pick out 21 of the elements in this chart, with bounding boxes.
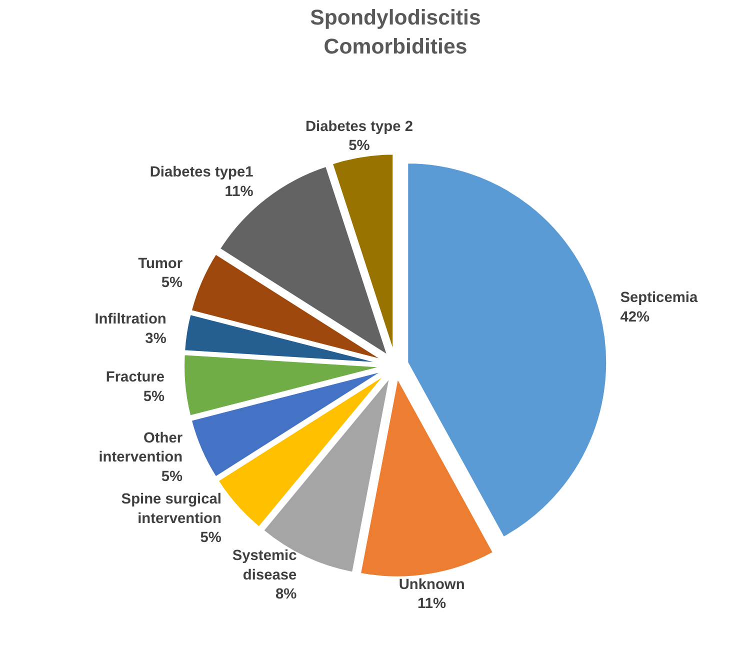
data-label: 5% xyxy=(161,274,183,291)
slice-label: Diabetes type 2 xyxy=(305,118,413,135)
data-label: 3% xyxy=(145,330,166,347)
data-label: 5% xyxy=(161,468,183,485)
slice-label: Diabetes type1 xyxy=(150,164,254,181)
chart-title: Spondylodiscitis Comorbidities xyxy=(310,6,481,58)
slice-label: Spine surgical intervention xyxy=(121,492,222,527)
data-label: 11% xyxy=(224,184,254,200)
slice-label: Fracture xyxy=(106,370,165,386)
slice-label: Septicemia xyxy=(620,290,698,306)
slice-label: Tumor xyxy=(138,256,183,272)
slice-label: Unknown xyxy=(398,577,465,594)
data-label: 5% xyxy=(143,388,165,405)
data-label: 5% xyxy=(348,138,370,154)
slice-label: Other intervention xyxy=(98,430,183,466)
data-label: 11% xyxy=(418,596,446,612)
data-label: 8% xyxy=(276,586,297,603)
slice-label: Infiltration xyxy=(94,312,166,328)
data-label: 5% xyxy=(200,530,222,546)
data-label: 42% xyxy=(620,309,650,326)
slice-label: Systemic disease xyxy=(232,548,297,584)
